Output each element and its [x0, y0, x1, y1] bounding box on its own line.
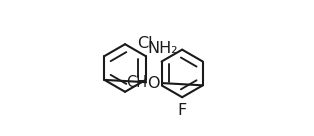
- Text: F: F: [177, 103, 187, 118]
- Text: NH₂: NH₂: [147, 41, 177, 56]
- Text: Cl: Cl: [137, 36, 153, 51]
- Text: O: O: [147, 76, 160, 91]
- Text: CH₃: CH₃: [126, 75, 153, 90]
